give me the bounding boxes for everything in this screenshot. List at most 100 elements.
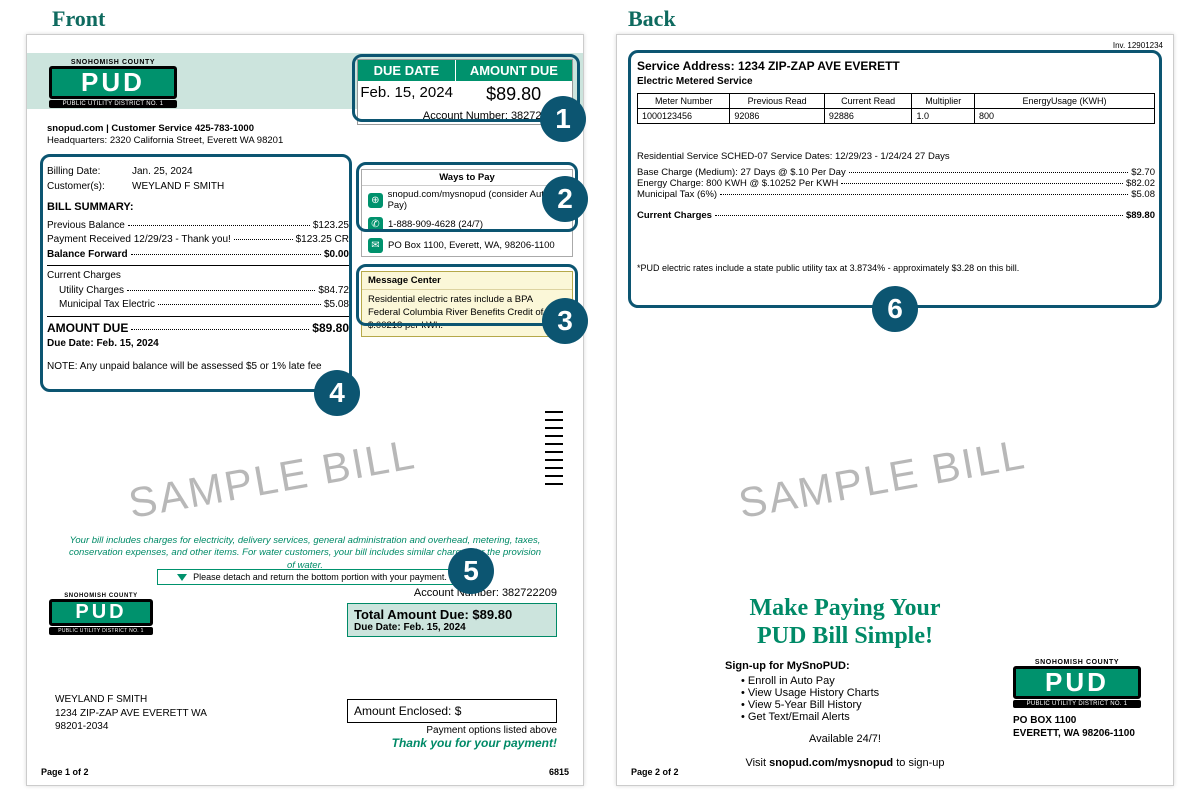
- mail-icon: ✉: [368, 238, 383, 253]
- available-text: Available 24/7!: [685, 733, 1005, 745]
- stub-due-date: Due Date: Feb. 15, 2024: [354, 622, 550, 633]
- stub-logo-top: SNOHOMISH COUNTY: [49, 593, 153, 599]
- stub-acct-lbl: Account Number:: [414, 587, 499, 599]
- ways-phone-text: 1-888-909-4628 (24/7): [388, 219, 483, 230]
- ways-phone-row: ✆1-888-909-4628 (24/7): [362, 214, 572, 235]
- due-amount-box: DUE DATE AMOUNT DUE Feb. 15, 2024 $89.80…: [357, 59, 573, 125]
- fine-print: Your bill includes charges for electrici…: [67, 535, 543, 572]
- back-addr-1: PO BOX 1100: [1013, 714, 1153, 727]
- late-fee-note: NOTE: Any unpaid balance will be assesse…: [47, 360, 349, 375]
- pud-logo-top: SNOHOMISH COUNTY PUD PUBLIC UTILITY DIST…: [49, 59, 177, 108]
- feature-list: Enroll in Auto Pay View Usage History Ch…: [741, 675, 1005, 723]
- message-center-box: Message Center Residential electric rate…: [361, 271, 573, 337]
- utility-row: Utility Charges $84.72: [47, 284, 349, 299]
- visit-post: to sign-up: [893, 757, 944, 769]
- service-address: Service Address: 1234 ZIP-ZAP AVE EVERET…: [637, 59, 900, 73]
- base-val: $2.70: [1131, 167, 1155, 178]
- amount-due-lbl: AMOUNT DUE: [47, 320, 128, 337]
- globe-icon: ⊕: [368, 193, 383, 208]
- logo-top-text: SNOHOMISH COUNTY: [49, 59, 177, 66]
- billing-date-row: Billing Date:Jan. 25, 2024: [47, 165, 349, 180]
- td-curr: 92886: [824, 109, 912, 124]
- prev-balance-lbl: Previous Balance: [47, 219, 125, 234]
- amount-enclosed-box: Amount Enclosed: $: [347, 699, 557, 723]
- signup-subheading: Sign-up for MySnoPUD:: [725, 660, 1005, 672]
- muni-back-lbl: Municipal Tax (6%): [637, 189, 717, 200]
- pud-logo-stub: SNOHOMISH COUNTY PUD PUBLIC UTILITY DIST…: [49, 593, 153, 635]
- stub-addr-3: 98201-2034: [55, 720, 207, 734]
- th-usage: EnergyUsage (KWH): [975, 94, 1155, 109]
- payment-options-text: Payment options listed above: [337, 725, 557, 736]
- page-1-code: 6815: [549, 767, 569, 777]
- td-mult: 1.0: [912, 109, 975, 124]
- back-page: Inv. 12901234 Service Address: 1234 ZIP-…: [616, 34, 1174, 786]
- th-curr: Current Read: [824, 94, 912, 109]
- visit-pre: Visit: [745, 757, 769, 769]
- curr-charges-lbl: Current Charges: [637, 210, 712, 221]
- bill-summary-title: BILL SUMMARY:: [47, 200, 349, 216]
- page-2-num: Page 2 of 2: [631, 767, 679, 777]
- page-1-num: Page 1 of 2: [41, 767, 89, 777]
- muni-row: Municipal Tax Electric$5.08: [47, 298, 349, 313]
- feature-3: View 5-Year Bill History: [741, 699, 1005, 711]
- td-prev: 92086: [730, 109, 825, 124]
- prev-balance-val: $123.25: [313, 219, 349, 234]
- billing-date-lbl: Billing Date:: [47, 165, 132, 180]
- stub-acct-val: 382722209: [502, 587, 557, 599]
- service-type: Electric Metered Service: [637, 76, 753, 87]
- barcode-marks: [545, 411, 563, 485]
- due-date-line: Due Date: Feb. 15, 2024: [47, 337, 349, 352]
- meter-table: Meter Number Previous Read Current Read …: [637, 93, 1155, 124]
- th-prev: Previous Read: [730, 94, 825, 109]
- stub-total-box: Total Amount Due: $89.80 Due Date: Feb. …: [347, 603, 557, 637]
- make-paying-heading: Make Paying YourPUD Bill Simple!: [685, 595, 1005, 650]
- divider-2: [47, 316, 349, 317]
- td-meter: 1000123456: [638, 109, 730, 124]
- ways-web-text: snopud.com/mysnopud (consider Auto Pay): [388, 189, 566, 211]
- divider-1: [47, 265, 349, 266]
- customer-val: WEYLAND F SMITH: [132, 181, 224, 192]
- front-label: Front: [52, 6, 105, 32]
- customer-row: Customer(s):WEYLAND F SMITH: [47, 180, 349, 195]
- watermark-back: SAMPLE BILL: [735, 430, 1029, 528]
- back-label: Back: [628, 6, 676, 32]
- base-charge-row: Base Charge (Medium): 27 Days @ $.10 Per…: [637, 167, 1155, 178]
- energy-val: $82.02: [1126, 178, 1155, 189]
- amount-due-val: $89.80: [312, 320, 349, 337]
- account-number-line: Account Number: 382722209: [358, 108, 572, 124]
- utility-lbl: Utility Charges: [59, 284, 124, 299]
- back-logo-area: SNOHOMISH COUNTY PUD PUBLIC UTILITY DIST…: [1013, 659, 1153, 740]
- acct-number: 382722209: [511, 110, 566, 122]
- feature-4: Get Text/Email Alerts: [741, 711, 1005, 723]
- muni-back-val: $5.08: [1131, 189, 1155, 200]
- base-lbl: Base Charge (Medium): 27 Days @ $.10 Per…: [637, 167, 846, 178]
- energy-lbl: Energy Charge: 800 KWH @ $.10252 Per KWH: [637, 178, 838, 189]
- pud-logo-back: SNOHOMISH COUNTY PUD PUBLIC UTILITY DIST…: [1013, 659, 1141, 708]
- payment-row: Payment Received 12/29/23 - Thank you!$1…: [47, 233, 349, 248]
- amount-due-row: AMOUNT DUE $89.80: [47, 320, 349, 337]
- stub-logo-bottom: PUBLIC UTILITY DISTRICT NO. 1: [49, 627, 153, 635]
- watermark-front: SAMPLE BILL: [125, 430, 419, 528]
- th-meter: Meter Number: [638, 94, 730, 109]
- stub-total-amount: Total Amount Due: $89.80: [354, 607, 550, 622]
- back-mailing-address: PO BOX 1100 EVERETT, WA 98206-1100: [1013, 714, 1153, 740]
- utility-val: $84.72: [318, 284, 349, 299]
- stub-addr-1: WEYLAND F SMITH: [55, 693, 207, 707]
- back-addr-2: EVERETT, WA 98206-1100: [1013, 727, 1153, 740]
- acct-label: Account Number:: [423, 110, 508, 122]
- detach-bar: Please detach and return the bottom port…: [157, 569, 467, 585]
- stub-thanks-area: Payment options listed above Thank you f…: [337, 725, 557, 750]
- contact-line-1: snopud.com | Customer Service 425-783-10…: [47, 123, 254, 134]
- td-usage: 800: [975, 109, 1155, 124]
- payment-val: $123.25 CR: [296, 233, 349, 248]
- make-paying-block: Make Paying YourPUD Bill Simple! Sign-up…: [685, 595, 1005, 769]
- curr-charges-val: $89.80: [1126, 210, 1155, 221]
- th-mult: Multiplier: [912, 94, 975, 109]
- current-charges-row: Current Charges $89.80: [637, 210, 1155, 221]
- bill-summary: Billing Date:Jan. 25, 2024 Customer(s):W…: [47, 165, 349, 374]
- triangle-icon: [177, 574, 187, 581]
- back-logo-main: PUD: [1013, 666, 1141, 699]
- service-dates-line: Residential Service SCHED-07 Service Dat…: [637, 151, 950, 162]
- meter-table-header-row: Meter Number Previous Read Current Read …: [638, 94, 1155, 109]
- logo-main-text: PUD: [49, 66, 177, 99]
